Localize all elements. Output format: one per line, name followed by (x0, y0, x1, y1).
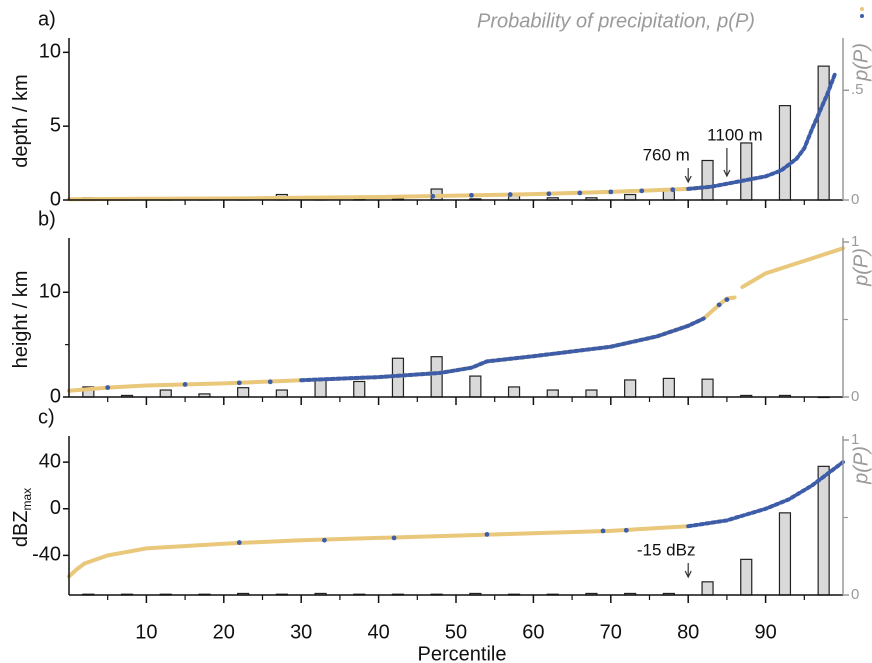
y-tick-label: -40 (32, 544, 61, 566)
annotation: 760 m (643, 145, 690, 164)
point (724, 297, 730, 303)
legend-dot (860, 7, 864, 11)
bar (740, 142, 753, 201)
bar (546, 389, 559, 398)
point (670, 187, 676, 193)
curve (67, 524, 691, 579)
point (577, 190, 583, 196)
bar (624, 379, 637, 398)
y-axis-label-sub: max (20, 488, 34, 511)
point (391, 535, 397, 541)
x-axis-label: Percentile (418, 643, 507, 663)
x-tick-label: 80 (677, 621, 699, 643)
bar (585, 389, 598, 398)
bar (314, 379, 327, 398)
y2-axis-label: p(P) (850, 43, 872, 82)
point (105, 385, 111, 390)
point (322, 537, 327, 543)
y-axis-label-text: height / km (10, 271, 32, 369)
y2-axis-label: p(P) (850, 248, 872, 287)
x-tick-label: 10 (135, 621, 157, 643)
y2-tick-label: 1 (851, 431, 859, 448)
point (484, 531, 490, 537)
x-tick-label: 60 (522, 621, 544, 643)
bar (507, 386, 521, 398)
point (639, 188, 645, 194)
point (236, 540, 242, 545)
y-axis-label: height / km (10, 271, 32, 369)
y2-axis-label: p(P) (850, 446, 872, 485)
point (182, 382, 188, 387)
bar (624, 193, 637, 201)
y2-tick-label: 0 (851, 586, 859, 603)
bar (159, 389, 172, 398)
panel-title: Probability of precipitation, p(P) (477, 10, 755, 32)
bar (701, 581, 714, 596)
point (267, 379, 273, 385)
annotation: 1100 m (707, 125, 762, 144)
bar (430, 356, 443, 398)
y-tick-label: 0 (50, 188, 61, 210)
y-tick-label: 0 (50, 497, 61, 519)
bar (353, 380, 366, 398)
bar (817, 65, 830, 201)
panel-label: a) (38, 8, 56, 30)
point (546, 191, 552, 197)
y-axis-label: dBZmax (10, 488, 34, 547)
x-tick-label: 40 (367, 621, 389, 643)
annotation-arrowhead (684, 570, 692, 579)
y2-tick-label: .5 (851, 81, 864, 98)
y-axis-label-text: dBZ (10, 510, 32, 547)
y-axis-label: depth / km (10, 74, 32, 167)
curve (686, 460, 845, 529)
bar (778, 105, 792, 201)
bar (469, 375, 482, 398)
y2-tick-label: 0 (851, 388, 859, 405)
curve (67, 184, 714, 202)
bar (817, 465, 830, 596)
point (600, 528, 606, 534)
bar (778, 512, 792, 596)
y-tick-label: 40 (39, 450, 61, 472)
curve (299, 316, 706, 383)
annotation: -15 dBz (637, 540, 696, 559)
point (236, 380, 242, 386)
point (716, 302, 722, 308)
legend-dot (860, 14, 864, 18)
point (430, 193, 436, 199)
annotation-arrowhead (723, 169, 731, 178)
panel-label: c) (38, 406, 55, 428)
point (507, 192, 513, 197)
bar (275, 389, 288, 398)
bar (740, 558, 753, 596)
point (608, 189, 614, 195)
y-tick-label: 0 (50, 385, 61, 407)
bar (662, 377, 675, 398)
x-tick-label: 30 (290, 621, 312, 643)
y-tick-label: 5 (50, 114, 61, 136)
y2-tick-label: 0 (851, 191, 859, 208)
y-axis-label-text: depth / km (10, 74, 32, 167)
x-tick-label: 20 (213, 621, 235, 643)
point (469, 192, 474, 198)
bar (701, 159, 714, 201)
annotation-arrowhead (684, 175, 692, 184)
x-tick-label: 50 (445, 621, 467, 643)
x-tick-label: 90 (754, 621, 776, 643)
panel-label: b) (38, 208, 56, 230)
y-tick-label: 10 (39, 41, 61, 63)
y2-tick-label: 1 (851, 233, 859, 250)
bar (237, 387, 250, 398)
curve (686, 71, 838, 191)
x-tick-label: 70 (600, 621, 622, 643)
bar (701, 378, 714, 398)
y-tick-label: 10 (39, 281, 61, 303)
point (623, 527, 629, 533)
